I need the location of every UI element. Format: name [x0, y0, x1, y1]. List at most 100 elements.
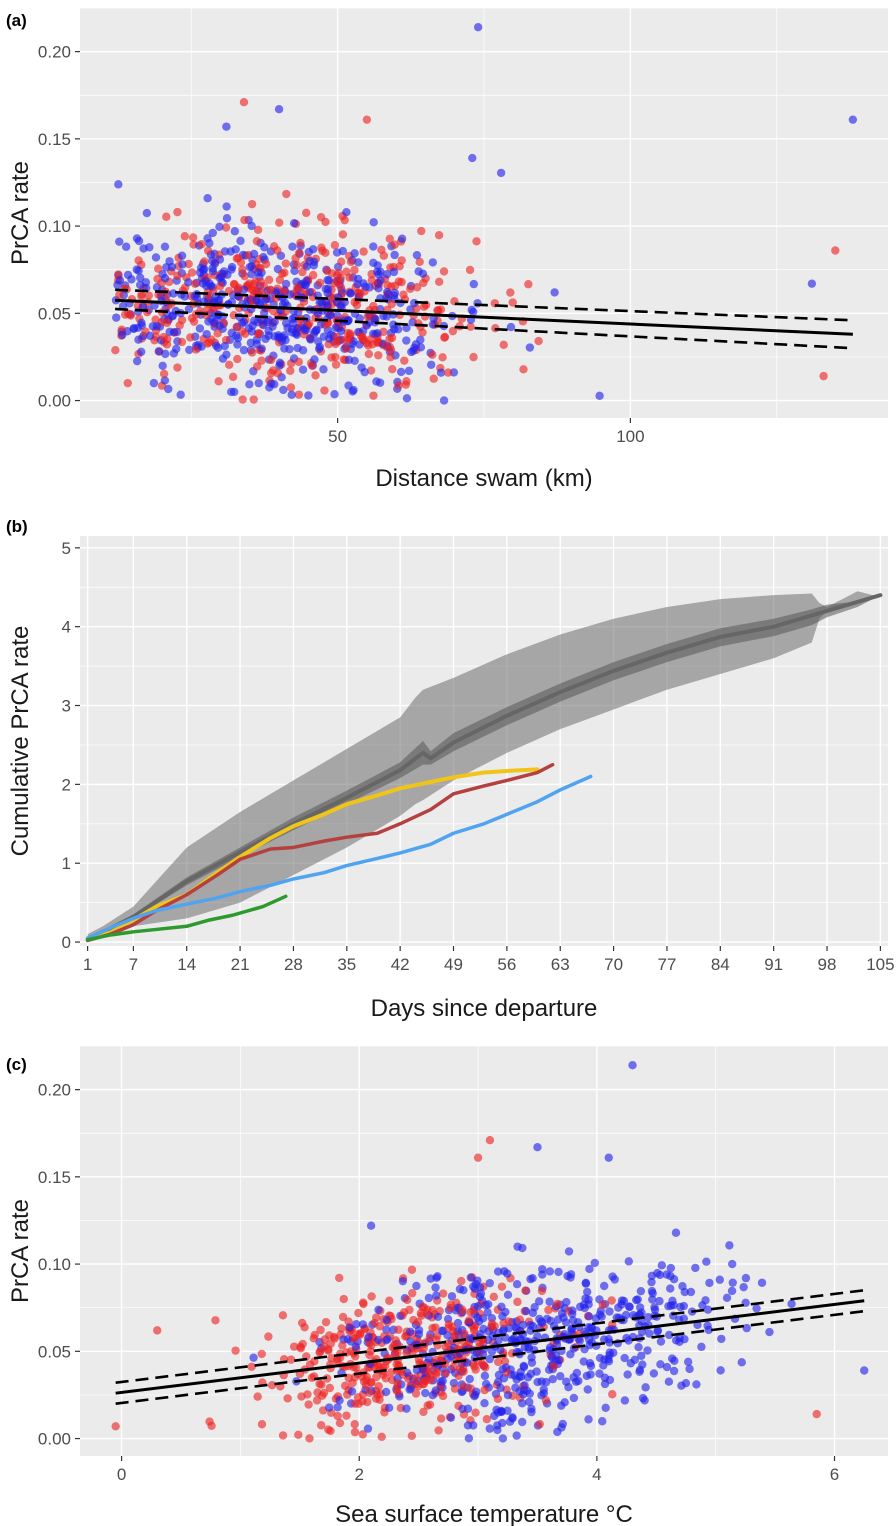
point-red — [298, 267, 307, 277]
point-blue — [298, 365, 308, 374]
point-blue — [725, 1241, 734, 1250]
point-red — [153, 1326, 162, 1335]
point-blue — [605, 1375, 615, 1385]
point-red — [240, 215, 249, 225]
point-red — [273, 368, 283, 378]
point-blue — [374, 284, 383, 293]
point-blue — [562, 1297, 571, 1307]
point-red — [315, 278, 325, 288]
point-blue — [728, 1278, 737, 1287]
x-tick-label: 56 — [497, 955, 516, 974]
point-blue — [382, 270, 392, 279]
point-red — [322, 266, 332, 276]
point-red — [320, 1342, 329, 1351]
point-red — [352, 300, 362, 310]
y-tick-label: 3 — [62, 697, 71, 716]
point-blue — [463, 1421, 473, 1430]
point-red — [281, 259, 291, 268]
point-blue — [604, 1153, 613, 1162]
point-red — [327, 353, 336, 362]
point-blue — [382, 1315, 391, 1325]
point-blue — [635, 1303, 645, 1312]
point-blue — [669, 1366, 679, 1376]
point-red — [487, 1323, 496, 1332]
point-blue — [428, 258, 438, 267]
point-blue — [469, 307, 478, 317]
point-blue — [518, 1417, 527, 1427]
point-red — [480, 1385, 489, 1395]
point-red — [200, 257, 209, 266]
x-axis-title: Sea surface temperature °C — [335, 1501, 633, 1526]
point-blue — [369, 242, 378, 251]
point-red — [247, 1362, 256, 1372]
point-red — [203, 339, 212, 348]
point-blue — [481, 1300, 491, 1310]
point-blue — [152, 322, 162, 331]
point-blue — [525, 343, 535, 352]
point-blue — [382, 1336, 391, 1345]
point-blue — [581, 1278, 591, 1287]
scatter-points — [111, 22, 858, 405]
point-red — [214, 377, 223, 386]
point-red — [333, 1411, 342, 1421]
point-blue — [267, 379, 276, 388]
point-red — [415, 257, 424, 267]
range-band-outer — [87, 591, 881, 943]
point-red — [407, 1265, 417, 1274]
point-blue — [583, 1385, 592, 1394]
point-red — [188, 233, 198, 242]
point-blue — [534, 1297, 544, 1306]
point-red — [553, 1299, 562, 1309]
point-red — [417, 226, 426, 236]
point-blue — [683, 1357, 693, 1367]
point-red — [506, 288, 515, 297]
point-blue — [515, 1387, 524, 1396]
point-blue — [227, 262, 237, 272]
point-blue — [595, 391, 604, 401]
point-blue — [704, 1325, 713, 1335]
point-blue — [364, 1332, 373, 1342]
point-blue — [634, 1342, 643, 1352]
point-blue — [635, 1367, 644, 1376]
point-red — [374, 351, 383, 360]
point-blue — [247, 327, 256, 336]
point-blue — [288, 242, 297, 251]
point-blue — [520, 1381, 529, 1390]
point-blue — [309, 257, 319, 266]
point-red — [359, 247, 368, 256]
point-red — [343, 328, 352, 338]
point-blue — [376, 267, 385, 276]
point-red — [330, 240, 340, 250]
point-blue — [666, 1301, 676, 1310]
point-blue — [428, 320, 438, 329]
point-blue — [609, 1348, 618, 1357]
point-red — [402, 1348, 411, 1358]
y-axis-title: PrCA rate — [7, 1199, 34, 1303]
point-red — [425, 1400, 435, 1409]
point-red — [266, 285, 275, 294]
point-red — [316, 1325, 325, 1335]
point-blue — [215, 255, 225, 264]
point-red — [812, 1409, 821, 1419]
point-blue — [657, 1261, 667, 1270]
point-blue — [344, 355, 354, 365]
point-blue — [275, 358, 285, 367]
point-blue — [363, 1424, 373, 1433]
point-red — [383, 281, 392, 290]
point-red — [350, 1427, 360, 1437]
point-blue — [586, 1323, 596, 1332]
point-blue — [566, 1273, 575, 1282]
point-blue — [458, 1404, 467, 1414]
point-red — [429, 374, 438, 383]
point-red — [350, 1399, 360, 1408]
point-blue — [372, 377, 381, 386]
x-tick-label: 1 — [83, 955, 92, 974]
point-red — [388, 365, 397, 374]
x-tick-label: 7 — [129, 955, 138, 974]
point-blue — [137, 347, 146, 356]
point-blue — [301, 280, 311, 290]
point-red — [541, 1396, 551, 1405]
point-red — [177, 315, 187, 325]
point-blue — [134, 335, 143, 344]
point-red — [438, 353, 447, 362]
